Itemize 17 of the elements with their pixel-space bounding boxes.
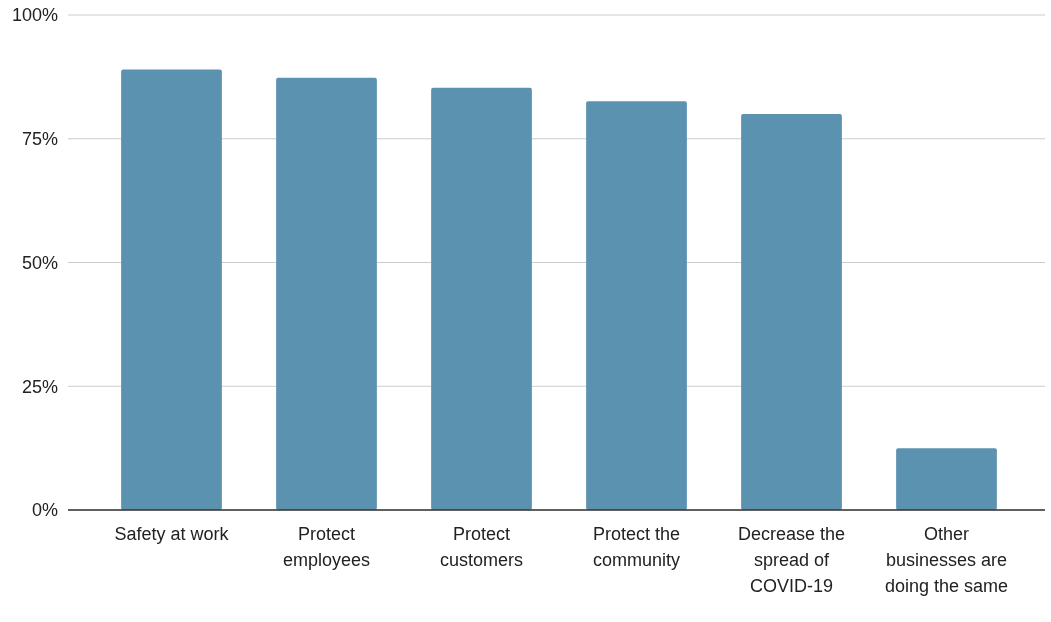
- x-tick-label: Protect employees: [282, 524, 371, 570]
- bar: [586, 101, 687, 510]
- y-tick-label: 0%: [31, 500, 58, 521]
- x-tick-label: Other businesses are doing the same: [884, 524, 1009, 596]
- bar: [276, 77, 377, 510]
- x-tick-label: Safety at work: [114, 524, 230, 544]
- x-tick-label: Decrease the spread of COVID-19: [737, 524, 846, 596]
- y-tick-label: 50%: [21, 252, 58, 273]
- y-tick-label: 25%: [21, 376, 58, 397]
- bar: [896, 448, 997, 510]
- y-tick-label: 75%: [21, 129, 58, 150]
- x-tick-label: Protect customers: [439, 524, 524, 570]
- bar: [431, 87, 532, 510]
- bar: [741, 114, 842, 510]
- x-tick-label: Protect the community: [592, 524, 681, 570]
- y-tick-label: 100%: [11, 5, 58, 26]
- bar: [121, 69, 222, 510]
